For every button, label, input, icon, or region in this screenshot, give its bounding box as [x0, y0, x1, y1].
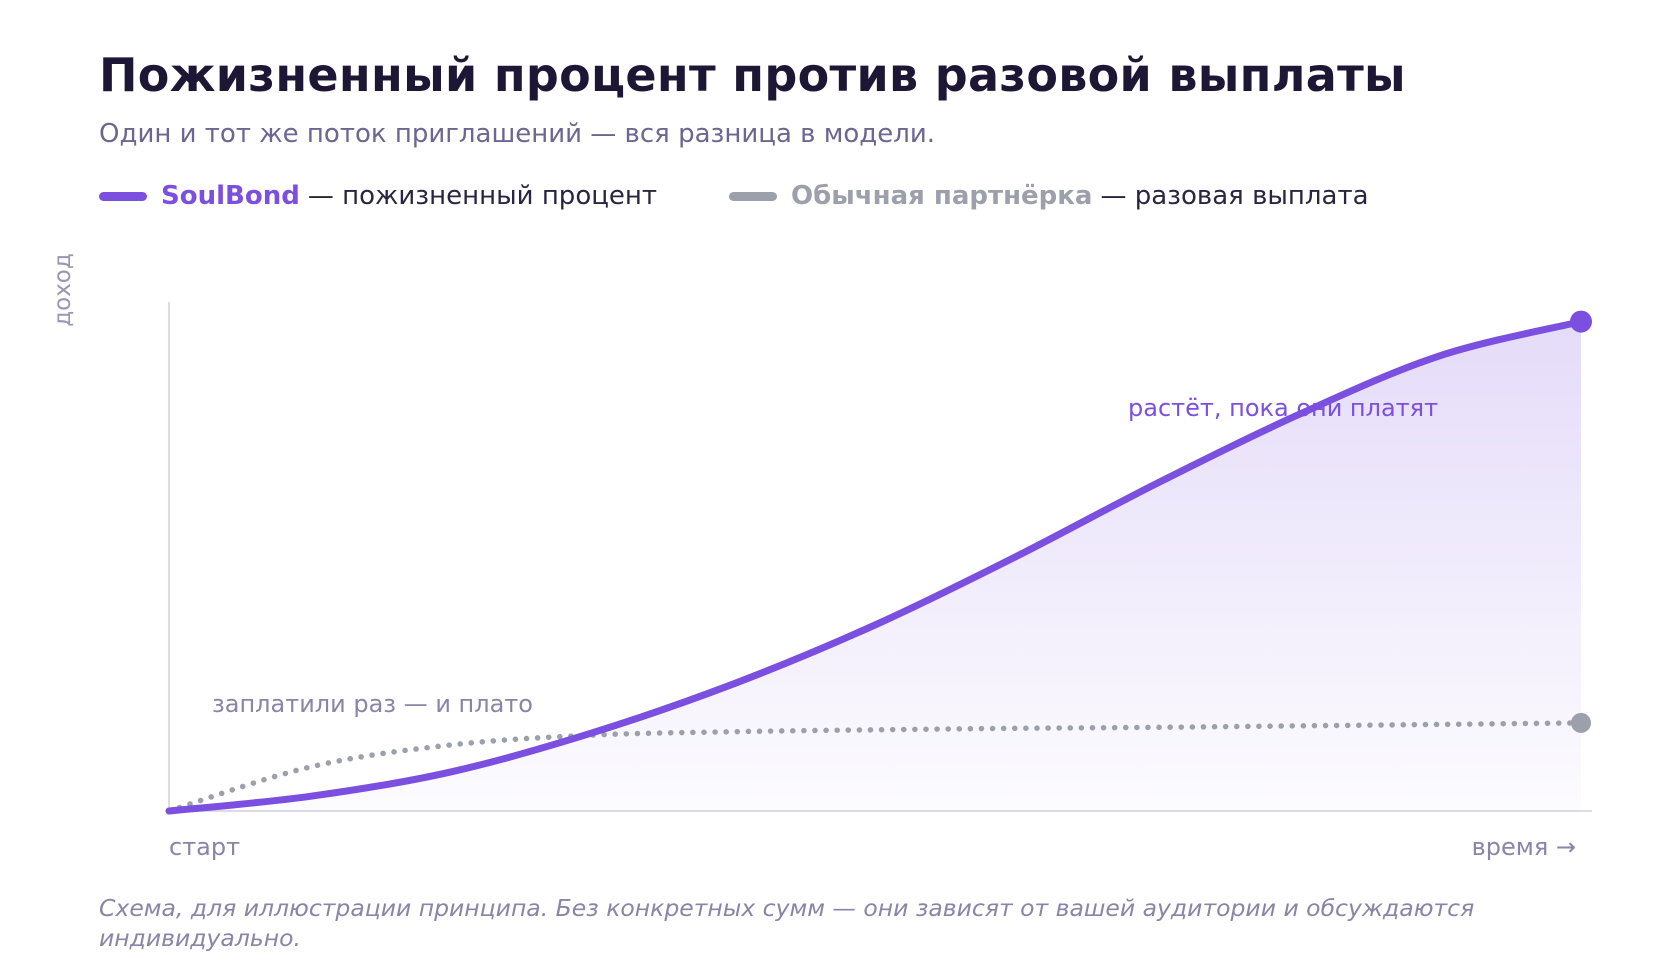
- legend-item-soulbond: SoulBond — пожизненный процент: [99, 178, 657, 214]
- series-end-point-soulbond: [1570, 310, 1592, 333]
- annotation-soulbond: растёт, пока они платят: [1128, 394, 1438, 422]
- x-axis-end-label: время →: [1472, 833, 1576, 861]
- legend-desc-affiliate: — разовая выплата: [1100, 181, 1369, 211]
- legend-label-affiliate: Обычная партнёрка: [791, 181, 1093, 211]
- annotation-affiliate: заплатили раз — и плато: [212, 690, 533, 718]
- legend-swatch-soulbond: [99, 191, 147, 201]
- legend-desc-soulbond: — пожизненный процент: [307, 181, 658, 211]
- legend-swatch-affiliate: [729, 191, 777, 201]
- chart-subtitle: Один и тот же поток приглашений — вся ра…: [99, 119, 935, 149]
- y-axis-label: доход: [50, 253, 76, 327]
- legend-label-soulbond: SoulBond: [161, 181, 300, 211]
- legend-item-affiliate: Обычная партнёрка — разовая выплата: [729, 178, 1369, 214]
- series-end-point-affiliate: [1571, 712, 1591, 733]
- series-line-soulbond: [165, 318, 1585, 815]
- footnote: Схема, для иллюстрации принципа. Без кон…: [99, 894, 1475, 952]
- area-soulbond: [169, 321, 1581, 811]
- chart-title: Пожизненный процент против разовой выпла…: [99, 48, 1406, 102]
- x-axis-start-label: старт: [169, 833, 240, 861]
